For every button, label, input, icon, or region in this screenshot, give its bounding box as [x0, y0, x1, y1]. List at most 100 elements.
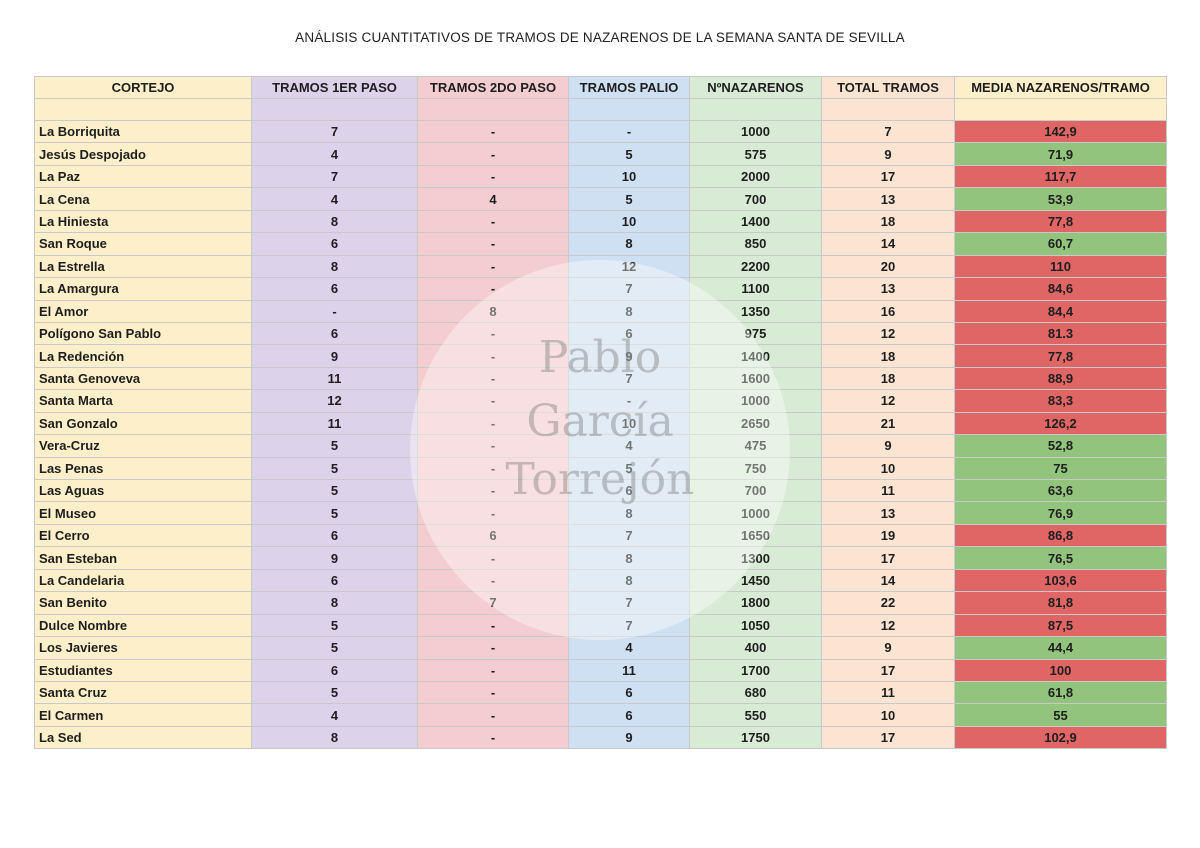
table-row: San Esteban 9-8 1300 17 76,5 — [34, 546, 1167, 570]
table-row: San Benito 8 7 7 1800 22 81,8 — [34, 591, 1167, 615]
total-tramos-cell: 16 — [821, 299, 955, 323]
total-tramos-cell: 10 — [821, 456, 955, 481]
cortejo-cell: Santa Genoveva — [34, 366, 252, 391]
tramos-palio-cell: 8 — [568, 568, 690, 593]
tramos-palio-cell: 8 — [568, 232, 690, 256]
nazarenos-cell: 1050 — [689, 613, 822, 638]
tramos-palio-cell: 4 — [568, 636, 690, 660]
total-tramos-cell: 17 — [821, 164, 955, 189]
tramos-1er-paso-cell: 8 — [251, 209, 418, 234]
cortejo-cell: Santa Marta — [34, 389, 252, 413]
tramos-2do-paso-cell: - — [417, 680, 569, 705]
cortejo-cell: Santa Cruz — [34, 680, 252, 705]
tramos-2do-paso-cell: 8 — [417, 299, 569, 323]
media-cell: 126,2 — [954, 411, 1167, 436]
media-cell: 87,5 — [954, 613, 1167, 638]
cortejo-cell: El Amor — [34, 299, 252, 323]
tramos-1er-paso-cell: 5 — [251, 501, 418, 525]
tramos-1er-paso-cell: 6 — [251, 277, 418, 301]
nazarenos-cell: 1650 — [689, 523, 822, 548]
nazarenos-cell: 975 — [689, 321, 822, 346]
nazarenos-cell: 1600 — [689, 366, 822, 391]
nazarenos-cell: 1450 — [689, 568, 822, 593]
tramos-1er-paso-cell: 5 — [251, 456, 418, 481]
tramos-1er-paso-cell: 11 — [251, 366, 418, 391]
tramos-palio-cell: 8 — [568, 299, 690, 323]
cortejo-cell: La Redención — [34, 344, 252, 368]
tramos-2do-paso-cell: - — [417, 434, 569, 458]
media-cell: 61,8 — [954, 680, 1167, 705]
tramos-palio-cell: 7 — [568, 277, 690, 301]
table-row: El Carmen 4-6 550 10 55 — [34, 703, 1167, 727]
table-row: Santa Cruz 5-6 680 11 61,8 — [34, 680, 1167, 705]
nazarenos-cell: 1800 — [689, 591, 822, 615]
tramos-1er-paso-cell: - — [251, 299, 418, 323]
table-row: Vera-Cruz 5-4 475 9 52,8 — [34, 434, 1167, 458]
total-tramos-cell: 17 — [821, 725, 955, 750]
tramos-palio-cell: 6 — [568, 478, 690, 503]
tramos-2do-paso-cell: - — [417, 613, 569, 638]
media-cell: 84,4 — [954, 299, 1167, 323]
tramos-1er-paso-cell: 4 — [251, 703, 418, 727]
media-cell: 142,9 — [954, 119, 1167, 144]
tramos-2do-paso-cell: - — [417, 456, 569, 481]
cortejo-cell: San Esteban — [34, 546, 252, 570]
cortejo-cell: La Amargura — [34, 277, 252, 301]
total-tramos-cell: 17 — [821, 546, 955, 570]
media-cell: 52,8 — [954, 434, 1167, 458]
nazarenos-cell: 1350 — [689, 299, 822, 323]
table-row: Los Javieres 5-4 400 9 44,4 — [34, 636, 1167, 660]
cortejo-cell: Jesús Despojado — [34, 142, 252, 166]
nazarenos-cell: 2200 — [689, 254, 822, 279]
tramos-2do-paso-cell: - — [417, 209, 569, 234]
media-cell: 44,4 — [954, 636, 1167, 660]
nazarenos-cell: 2000 — [689, 164, 822, 189]
media-cell: 117,7 — [954, 164, 1167, 189]
nazarenos-table: CORTEJO TRAMOS 1ER PASO TRAMOS 2DO PASO … — [34, 76, 1167, 750]
total-tramos-cell: 18 — [821, 366, 955, 391]
tramos-palio-cell: 10 — [568, 411, 690, 436]
tramos-palio-cell: - — [568, 119, 690, 144]
tramos-2do-paso-cell: - — [417, 366, 569, 391]
table-row: Las Aguas 5-6 700 11 63,6 — [34, 478, 1167, 503]
tramos-palio-cell: 6 — [568, 321, 690, 346]
table-row: San Gonzalo 11-10 2650 21 126,2 — [34, 411, 1167, 436]
total-tramos-cell: 18 — [821, 344, 955, 368]
tramos-2do-paso-cell: - — [417, 232, 569, 256]
cortejo-cell: San Roque — [34, 232, 252, 256]
tramos-palio-cell: 7 — [568, 613, 690, 638]
total-tramos-cell: 12 — [821, 389, 955, 413]
total-tramos-cell: 20 — [821, 254, 955, 279]
table-row: El Cerro 6 6 7 1650 19 86,8 — [34, 523, 1167, 548]
table-row: La Sed 8-9 1750 17 102,9 — [34, 725, 1167, 750]
header-media: MEDIA NAZARENOS/TRAMO — [954, 76, 1167, 99]
cortejo-cell: La Borriquita — [34, 119, 252, 144]
tramos-palio-cell: 6 — [568, 680, 690, 705]
total-tramos-cell: 9 — [821, 142, 955, 166]
media-cell: 83,3 — [954, 389, 1167, 413]
nazarenos-cell: 1100 — [689, 277, 822, 301]
table-row: La Borriquita 7- -1000 7 142,9 — [34, 119, 1167, 144]
tramos-1er-paso-cell: 8 — [251, 725, 418, 750]
tramos-1er-paso-cell: 6 — [251, 232, 418, 256]
nazarenos-cell: 700 — [689, 478, 822, 503]
tramos-2do-paso-cell: - — [417, 389, 569, 413]
media-cell: 88,9 — [954, 366, 1167, 391]
media-cell: 84,6 — [954, 277, 1167, 301]
header-nazarenos: NºNAZARENOS — [689, 76, 822, 99]
tramos-2do-paso-cell: - — [417, 164, 569, 189]
media-cell: 77,8 — [954, 209, 1167, 234]
table-row: Santa Marta 12- -1000 12 83,3 — [34, 389, 1167, 413]
tramos-palio-cell: 6 — [568, 703, 690, 727]
media-cell: 75 — [954, 456, 1167, 481]
table-row: La Paz 7-10 2000 17 117,7 — [34, 164, 1167, 189]
total-tramos-cell: 22 — [821, 591, 955, 615]
media-cell: 76,5 — [954, 546, 1167, 570]
media-cell: 86,8 — [954, 523, 1167, 548]
tramos-palio-cell: 7 — [568, 523, 690, 548]
tramos-1er-paso-cell: 9 — [251, 546, 418, 570]
total-tramos-cell: 12 — [821, 321, 955, 346]
media-cell: 100 — [954, 658, 1167, 682]
tramos-2do-paso-cell: - — [417, 636, 569, 660]
cortejo-cell: El Museo — [34, 501, 252, 525]
